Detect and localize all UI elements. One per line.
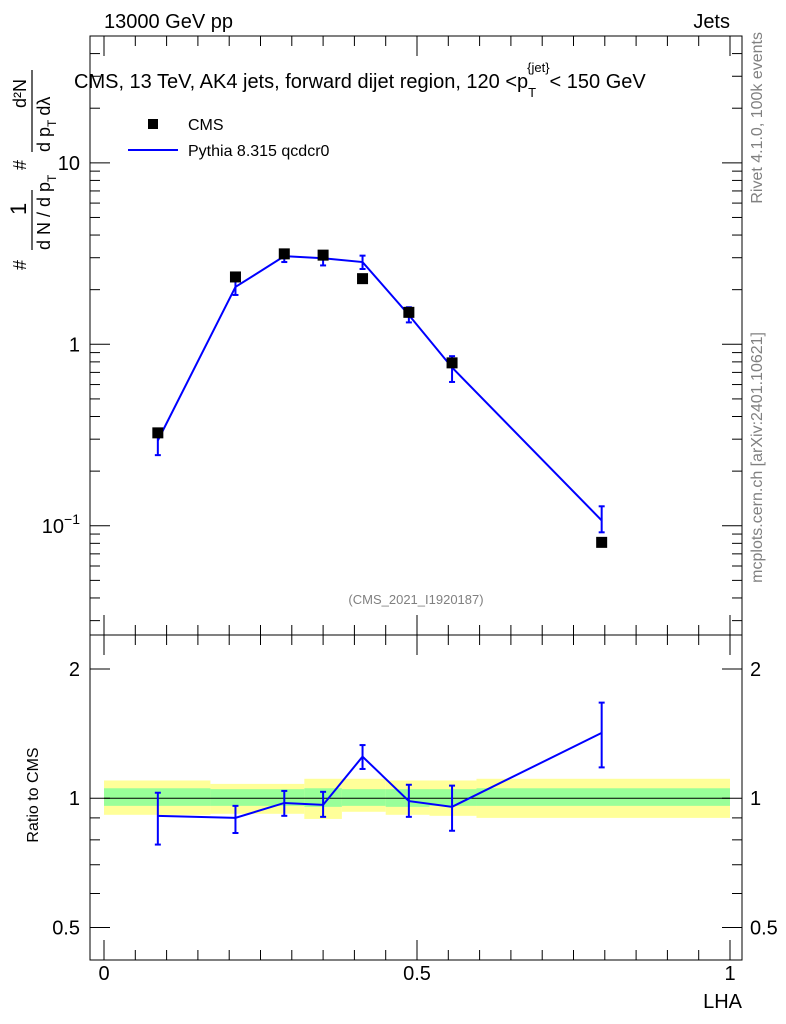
ratio-uncertainty-bands <box>104 778 730 819</box>
ratio-series-group <box>154 701 605 846</box>
ratio-band-inner <box>341 789 386 806</box>
main-axis-ticks: 10−1 1 10 <box>42 35 742 635</box>
cms-data-point <box>278 248 290 260</box>
x-tick-label: 0 <box>98 963 109 985</box>
x-axis-label: LHA <box>703 991 743 1013</box>
main-panel: 10−1 1 10 CMS, 13 TeV, AK4 jets, forward d… <box>6 35 743 636</box>
header-jets-label: Jets <box>693 11 730 33</box>
ylabel-dpT-dlambda: d pTdλ <box>34 97 59 152</box>
ylabel-dN-dpT: d N / d pT <box>34 174 59 250</box>
ratio-y-tick-label-left: 2 <box>69 659 80 681</box>
cms-data-point <box>357 273 369 285</box>
legend-marker-cms <box>148 119 158 129</box>
x-tick-label: 1 <box>724 963 735 985</box>
cms-data-point <box>596 536 608 548</box>
mc-curve-line <box>156 255 603 522</box>
ratio-band-inner <box>476 788 730 806</box>
ylabel-one: 1 <box>6 203 31 215</box>
ratio-y-tick-label-right: 1 <box>750 788 761 810</box>
ratio-y-tick-label-left: 0.5 <box>52 917 80 939</box>
header-energy-label: 13000 GeV pp <box>104 11 233 33</box>
legend-label-pythia: Pythia 8.315 qcdcr0 <box>188 143 330 160</box>
ratio-y-axis-label: Ratio to CMS <box>25 747 42 842</box>
cms-data-point <box>229 271 241 283</box>
ylabel-hash-2: # <box>10 160 30 170</box>
ratio-band-inner <box>210 789 305 806</box>
legend-label-cms: CMS <box>188 117 224 134</box>
main-y-tick-label: 10−1 <box>42 511 80 538</box>
cms-data-point <box>317 249 329 261</box>
rivet-version-label: Rivet 4.1.0, 100k events <box>749 32 766 204</box>
ratio-y-tick-label-right: 0.5 <box>750 917 778 939</box>
analysis-watermark: (CMS_2021_I1920187) <box>348 592 483 607</box>
ylabel-d2N: d²N <box>10 79 30 108</box>
legend: CMS Pythia 8.315 qcdcr0 <box>128 117 330 160</box>
ratio-frame <box>89 634 743 961</box>
cms-data-point <box>403 306 415 318</box>
ylabel-hash-1: # <box>10 260 30 270</box>
ratio-axis-ticks: 0.5 0.5 1 1 2 2 0 0.5 1 <box>52 635 778 985</box>
main-y-tick-label: 1 <box>69 334 80 356</box>
ratio-y-tick-label-right: 2 <box>750 659 761 681</box>
x-tick-label: 0.5 <box>403 963 431 985</box>
cms-data-point <box>446 357 458 369</box>
main-y-tick-label: 10 <box>58 153 80 175</box>
main-y-axis-label: # 1 d N / d pT # d²N d pTdλ <box>6 70 59 270</box>
chart-title: CMS, 13 TeV, AK4 jets, forward dijet reg… <box>74 60 646 100</box>
ratio-y-tick-label-left: 1 <box>69 788 80 810</box>
main-series-group <box>152 248 608 548</box>
mcplots-source-label: mcplots.cern.ch [arXiv:2401.10621] <box>749 332 766 583</box>
ratio-panel: 0.5 0.5 1 1 2 2 0 0.5 1 Ratio to CMS LHA <box>25 634 778 1013</box>
cms-data-point <box>152 427 164 439</box>
ratio-curve-line <box>157 731 603 819</box>
